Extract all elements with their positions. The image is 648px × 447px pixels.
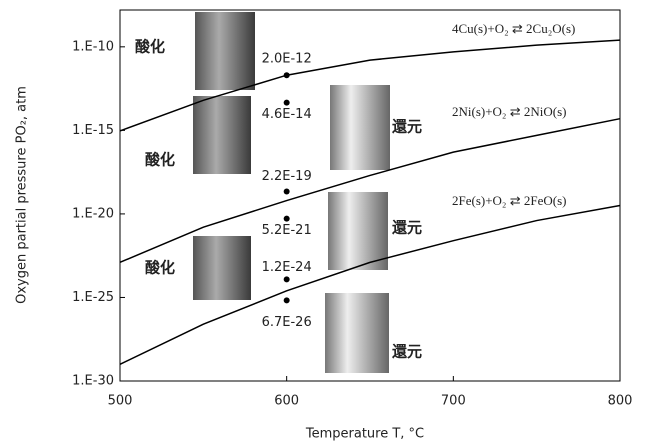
point-label: 4.6E-14: [262, 107, 312, 122]
y-tick-label: 1.E-10: [72, 39, 114, 54]
annotation: 還元: [392, 118, 422, 136]
point-label: 2.0E-12: [262, 52, 312, 67]
y-tick-label: 1.E-30: [72, 374, 114, 389]
series-label: 4Cu(s)+O₂ ⇄ 2Cu₂O(s): [452, 21, 575, 36]
photo: [193, 236, 251, 300]
y-tick-label: 1.E-15: [72, 123, 114, 138]
point-label: 1.2E-24: [262, 260, 312, 275]
point: [284, 297, 290, 303]
point-label: 6.7E-26: [262, 315, 312, 330]
annotation: 酸化: [135, 38, 165, 56]
chart: Temperature T, °C Oxygen partial pressur…: [0, 0, 648, 447]
y-axis-title: Oxygen partial pressure PO₂, atm: [15, 86, 30, 304]
point-label: 5.2E-21: [262, 223, 312, 238]
x-tick-label: 600: [274, 394, 299, 409]
annotation: 酸化: [145, 259, 175, 277]
y-tick-label: 1.E-25: [72, 290, 114, 305]
point: [284, 216, 290, 222]
series-label: 2Fe(s)+O₂ ⇄ 2FeO(s): [452, 193, 566, 208]
x-tick-label: 500: [108, 394, 133, 409]
x-axis-title: Temperature T, °C: [305, 427, 424, 442]
annotation: 還元: [392, 343, 422, 361]
point-label: 2.2E-19: [262, 169, 312, 184]
annotation: 還元: [392, 219, 422, 237]
point: [284, 188, 290, 194]
annotation: 酸化: [145, 151, 175, 169]
x-tick-label: 700: [441, 394, 466, 409]
point: [284, 72, 290, 78]
point: [284, 276, 290, 282]
series-label: 2Ni(s)+O₂ ⇄ 2NiO(s): [452, 104, 566, 119]
photo: [330, 85, 390, 170]
photo: [325, 293, 389, 373]
y-tick-label: 1.E-20: [72, 206, 114, 221]
point: [284, 100, 290, 106]
photo: [328, 192, 388, 270]
x-tick-label: 800: [608, 394, 633, 409]
photo: [193, 96, 251, 174]
photo: [195, 12, 255, 90]
